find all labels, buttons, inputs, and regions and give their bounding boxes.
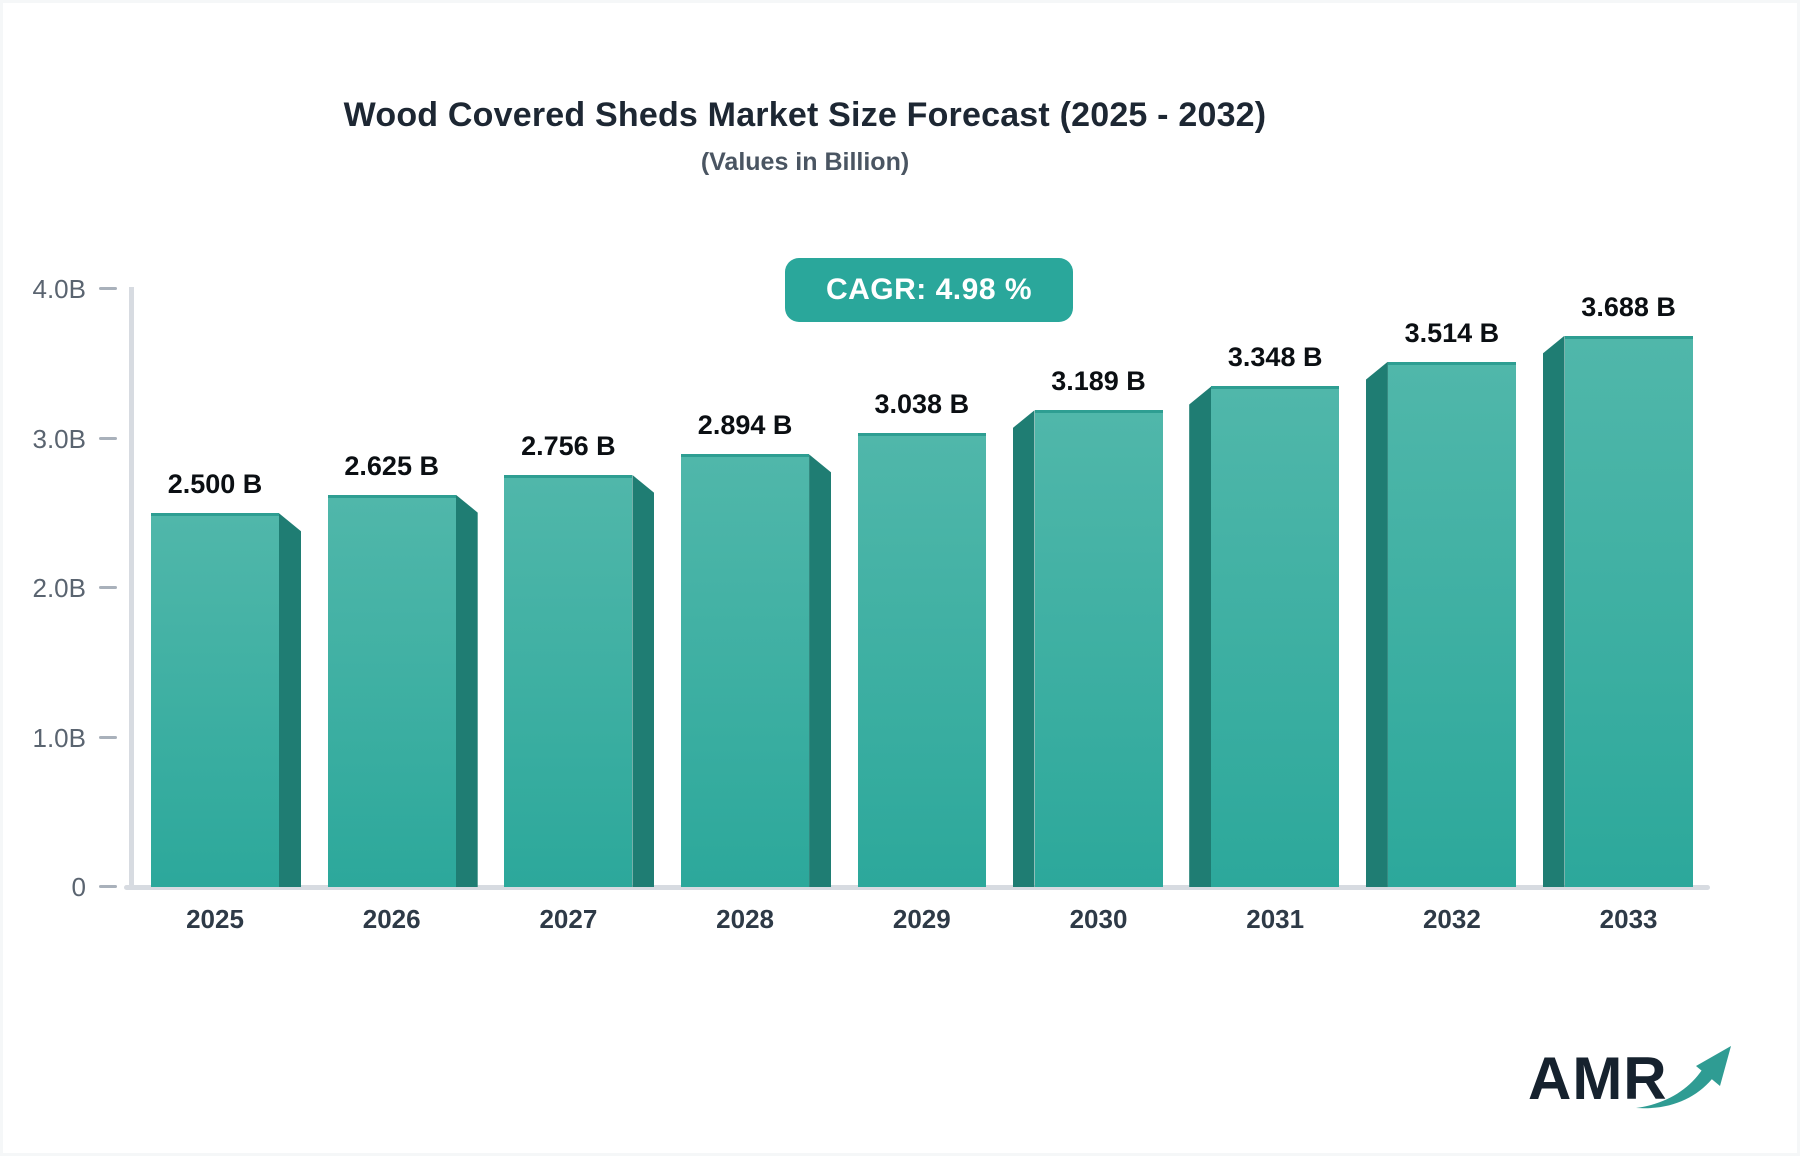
y-axis-tick-mark xyxy=(99,735,117,739)
bar-value-label: 3.189 B xyxy=(1051,366,1146,397)
bar-value-label: 3.688 B xyxy=(1581,291,1676,322)
bar xyxy=(1211,386,1340,887)
x-axis-tick-label: 2025 xyxy=(186,904,244,934)
x-axis-line xyxy=(124,885,1710,890)
bar xyxy=(1387,361,1516,887)
y-axis-tick-label: 4.0B xyxy=(32,274,87,304)
bar-3d-side xyxy=(1189,386,1212,887)
x-axis-tick-label: 2026 xyxy=(362,904,421,934)
x-axis-tick-label: 2032 xyxy=(1422,904,1481,934)
x-axis-tick-label: 2027 xyxy=(539,904,598,934)
y-axis-tick-mark xyxy=(99,586,117,589)
bar-3d-side xyxy=(632,474,655,887)
y-axis-tick-label: 2.0B xyxy=(32,573,87,603)
bar xyxy=(1564,335,1693,887)
y-axis-tick-label: 0 xyxy=(71,872,86,902)
x-axis-tick-label: 2033 xyxy=(1599,904,1658,934)
bar xyxy=(151,513,279,887)
x-axis-tick-label: 2029 xyxy=(892,904,951,934)
bar-3d-side xyxy=(279,513,301,887)
bar-value-label: 3.348 B xyxy=(1227,342,1323,373)
bar-value-label: 2.500 B xyxy=(167,469,263,500)
bar-value-label: 2.756 B xyxy=(521,430,616,461)
bar xyxy=(327,494,456,887)
chart-title: Wood Covered Sheds Market Size Forecast … xyxy=(343,96,1267,134)
cagr-badge: CAGR: 4.98 % xyxy=(785,258,1073,322)
x-axis-tick-label: 2031 xyxy=(1246,904,1305,934)
y-axis-tick-label: 3.0B xyxy=(32,423,87,454)
y-axis-line xyxy=(129,287,134,889)
bar-3d-side xyxy=(1542,335,1565,887)
amr-logo-text: AMR xyxy=(1528,1045,1668,1112)
growth-arrow-icon xyxy=(1636,1046,1731,1109)
bar-value-label: 3.038 B xyxy=(874,388,970,419)
x-axis-tick-label: 2028 xyxy=(716,904,775,934)
bar xyxy=(681,454,810,887)
y-axis-tick-label: 1.0B xyxy=(32,722,87,753)
bar xyxy=(857,432,986,887)
y-axis-tick-mark xyxy=(99,436,117,440)
y-axis-tick-mark xyxy=(99,885,117,888)
bar-3d-side xyxy=(455,494,478,887)
bar-value-label: 3.514 B xyxy=(1404,317,1500,348)
bar xyxy=(1034,410,1163,887)
amr-logo: AMR xyxy=(1528,1034,1731,1124)
bar-value-label: 2.625 B xyxy=(344,450,439,481)
bar xyxy=(504,474,633,887)
chart-subtitle: (Values in Billion) xyxy=(700,148,910,176)
bar-value-label: 2.894 B xyxy=(697,410,793,441)
y-axis-tick-mark xyxy=(99,287,117,290)
bar-3d-side xyxy=(809,454,832,887)
bar-3d-side xyxy=(1365,361,1388,887)
x-axis-tick-label: 2030 xyxy=(1069,904,1128,934)
bar-3d-side xyxy=(1012,410,1035,887)
